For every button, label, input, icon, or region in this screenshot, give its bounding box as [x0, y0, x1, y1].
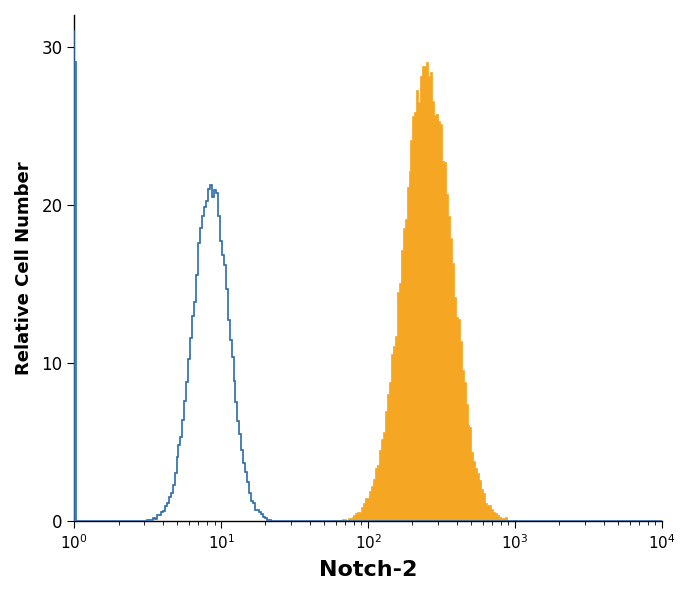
X-axis label: Notch-2: Notch-2	[319, 560, 417, 580]
Y-axis label: Relative Cell Number: Relative Cell Number	[15, 161, 33, 375]
